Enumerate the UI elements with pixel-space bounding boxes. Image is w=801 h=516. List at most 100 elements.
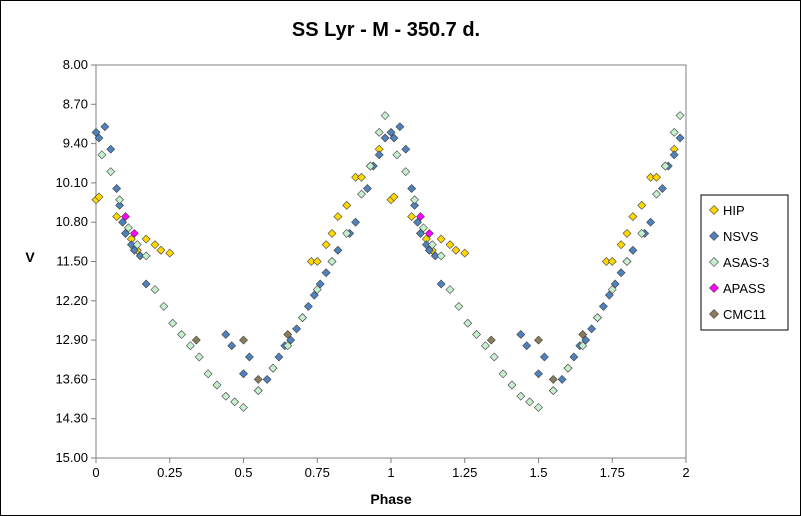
data-point-asas-3 xyxy=(115,195,125,205)
data-point-asas-3 xyxy=(298,313,307,323)
data-point-cmc11 xyxy=(239,335,248,345)
data-point-nsvs xyxy=(657,184,667,193)
legend-item-asas-3: ASAS-3 xyxy=(709,255,769,270)
data-point-hip xyxy=(306,257,316,266)
x-tick-label: 0.25 xyxy=(157,465,182,480)
data-point-asas-3 xyxy=(525,397,535,407)
y-tick-label: 8.70 xyxy=(63,96,88,111)
x-axis: 0 0.25 0.5 0.75 1 1.25 1.5 1.75 2 xyxy=(92,458,690,480)
legend-label-nsvs: NSVS xyxy=(723,229,759,244)
data-point-asas-3 xyxy=(419,223,428,233)
y-tick-label: 12.90 xyxy=(55,332,88,347)
y-tick-label: 14.30 xyxy=(55,411,88,426)
y-tick-label: 10.80 xyxy=(55,214,88,229)
data-point-hip xyxy=(112,212,122,222)
data-point-asas-3 xyxy=(578,341,588,351)
y-tick-label: 8.00 xyxy=(63,57,88,72)
data-point-hip xyxy=(646,172,656,182)
data-point-hip xyxy=(312,257,322,266)
data-point-hip xyxy=(351,172,361,182)
data-point-cmc11 xyxy=(578,330,588,339)
legend-label-cmc11: CMC11 xyxy=(723,307,766,322)
plot-area xyxy=(95,64,687,459)
data-point-cmc11 xyxy=(486,335,496,345)
data-point-asas-3 xyxy=(177,330,186,339)
data-point-asas-3 xyxy=(194,352,204,362)
data-point-nsvs xyxy=(94,133,104,143)
data-point-asas-3 xyxy=(253,386,263,396)
legend: HIP NSVS ASAS-3 APASS CMC11 xyxy=(700,194,789,331)
legend-item-nsvs: NSVS xyxy=(709,229,759,244)
data-point-asas-3 xyxy=(472,330,481,339)
data-point-nsvs xyxy=(262,374,272,384)
data-point-asas-3 xyxy=(212,380,222,390)
data-point-asas-3 xyxy=(498,369,508,379)
data-point-nsvs xyxy=(407,184,417,193)
data-point-nsvs xyxy=(386,127,396,137)
y-tick-label: 11.50 xyxy=(56,254,88,269)
x-tick-label: 0 xyxy=(92,465,99,480)
chart-title: SS Lyr - M - 350.7 d. xyxy=(292,19,480,41)
data-point-nsvs xyxy=(112,184,122,193)
y-axis: 8.00 8.70 9.40 10.10 10.80 11.50 12.20 12.90 13.… xyxy=(55,57,96,465)
data-point-nsvs xyxy=(141,279,151,289)
legend-marker-apass xyxy=(709,283,719,293)
data-point-asas-3 xyxy=(327,257,337,266)
data-point-asas-3 xyxy=(507,380,517,390)
data-point-asas-3 xyxy=(392,150,402,160)
data-point-nsvs xyxy=(303,301,313,311)
data-point-nsvs xyxy=(539,352,549,362)
data-point-asas-3 xyxy=(427,240,437,250)
data-point-nsvs xyxy=(106,144,116,154)
data-point-nsvs xyxy=(421,240,431,250)
legend-marker-nsvs xyxy=(709,231,719,241)
data-point-nsvs xyxy=(430,251,440,261)
data-point-asas-3 xyxy=(312,285,322,294)
data-point-asas-3 xyxy=(454,301,464,311)
data-point-nsvs xyxy=(292,324,302,334)
data-point-hip xyxy=(333,212,343,222)
data-point-asas-3 xyxy=(268,363,278,373)
data-point-asas-3 xyxy=(106,167,116,177)
data-point-asas-3 xyxy=(622,257,632,266)
data-point-nsvs xyxy=(616,268,626,278)
data-point-hip xyxy=(407,212,417,222)
data-point-asas-3 xyxy=(401,167,411,177)
data-point-asas-3 xyxy=(374,127,384,137)
data-point-nsvs xyxy=(115,200,125,210)
data-point-hip xyxy=(637,200,647,210)
data-point-nsvs xyxy=(118,217,127,227)
data-point-hip xyxy=(327,229,337,238)
data-point-hip xyxy=(460,248,470,258)
data-point-asas-3 xyxy=(132,240,142,250)
data-point-asas-3 xyxy=(239,403,248,412)
data-point-nsvs xyxy=(675,133,685,143)
data-point-asas-3 xyxy=(637,229,647,238)
data-point-nsvs xyxy=(395,122,405,132)
data-point-hip xyxy=(165,248,175,258)
data-point-asas-3 xyxy=(480,341,490,351)
data-point-hip xyxy=(622,229,632,238)
data-point-apass xyxy=(129,229,139,238)
data-point-asas-3 xyxy=(534,403,543,412)
data-point-nsvs xyxy=(221,330,231,339)
data-point-hip xyxy=(156,245,166,255)
x-axis-title: Phase xyxy=(370,491,411,507)
data-point-hip xyxy=(342,200,352,210)
data-point-asas-3 xyxy=(283,341,293,351)
data-point-asas-3 xyxy=(185,341,195,351)
y-tick-label: 13.60 xyxy=(55,371,88,386)
data-point-asas-3 xyxy=(660,161,670,171)
x-tick-label: 1.5 xyxy=(529,465,547,480)
legend-label-apass: APASS xyxy=(723,281,766,296)
data-point-asas-3 xyxy=(221,391,231,401)
data-point-nsvs xyxy=(557,374,567,384)
data-point-nsvs xyxy=(628,245,638,255)
data-point-nsvs xyxy=(436,279,446,289)
data-point-nsvs xyxy=(534,369,543,379)
data-point-asas-3 xyxy=(342,229,352,238)
data-point-apass xyxy=(121,212,130,222)
data-point-nsvs xyxy=(100,122,110,132)
data-point-nsvs xyxy=(424,245,434,255)
